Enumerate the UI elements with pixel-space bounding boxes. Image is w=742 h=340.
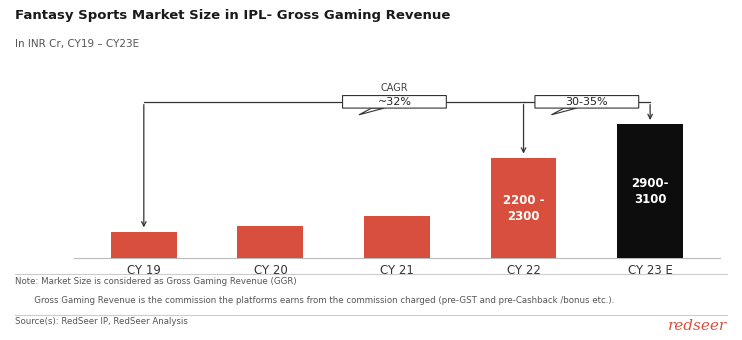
- Text: Source(s): RedSeer IP, RedSeer Analysis: Source(s): RedSeer IP, RedSeer Analysis: [15, 317, 188, 326]
- Bar: [237, 226, 303, 258]
- Bar: [490, 158, 556, 258]
- Bar: [111, 232, 177, 258]
- Text: 30-35%: 30-35%: [565, 97, 608, 107]
- FancyBboxPatch shape: [535, 96, 639, 108]
- Text: 2200 -
2300: 2200 - 2300: [503, 193, 545, 223]
- Text: ~32%: ~32%: [378, 97, 411, 107]
- Polygon shape: [359, 108, 384, 115]
- Text: redseer: redseer: [668, 319, 727, 333]
- Text: 2900-
3100: 2900- 3100: [631, 177, 669, 206]
- Bar: [364, 216, 430, 258]
- Text: Fantasy Sports Market Size in IPL- Gross Gaming Revenue: Fantasy Sports Market Size in IPL- Gross…: [15, 8, 450, 21]
- Text: In INR Cr, CY19 – CY23E: In INR Cr, CY19 – CY23E: [15, 39, 139, 49]
- Text: CAGR: CAGR: [381, 83, 408, 93]
- Text: Gross Gaming Revenue is the commission the platforms earns from the commission c: Gross Gaming Revenue is the commission t…: [15, 296, 614, 305]
- Bar: [617, 124, 683, 258]
- Polygon shape: [551, 108, 577, 115]
- FancyBboxPatch shape: [343, 96, 447, 108]
- Text: Note: Market Size is considered as Gross Gaming Revenue (GGR): Note: Market Size is considered as Gross…: [15, 277, 297, 286]
